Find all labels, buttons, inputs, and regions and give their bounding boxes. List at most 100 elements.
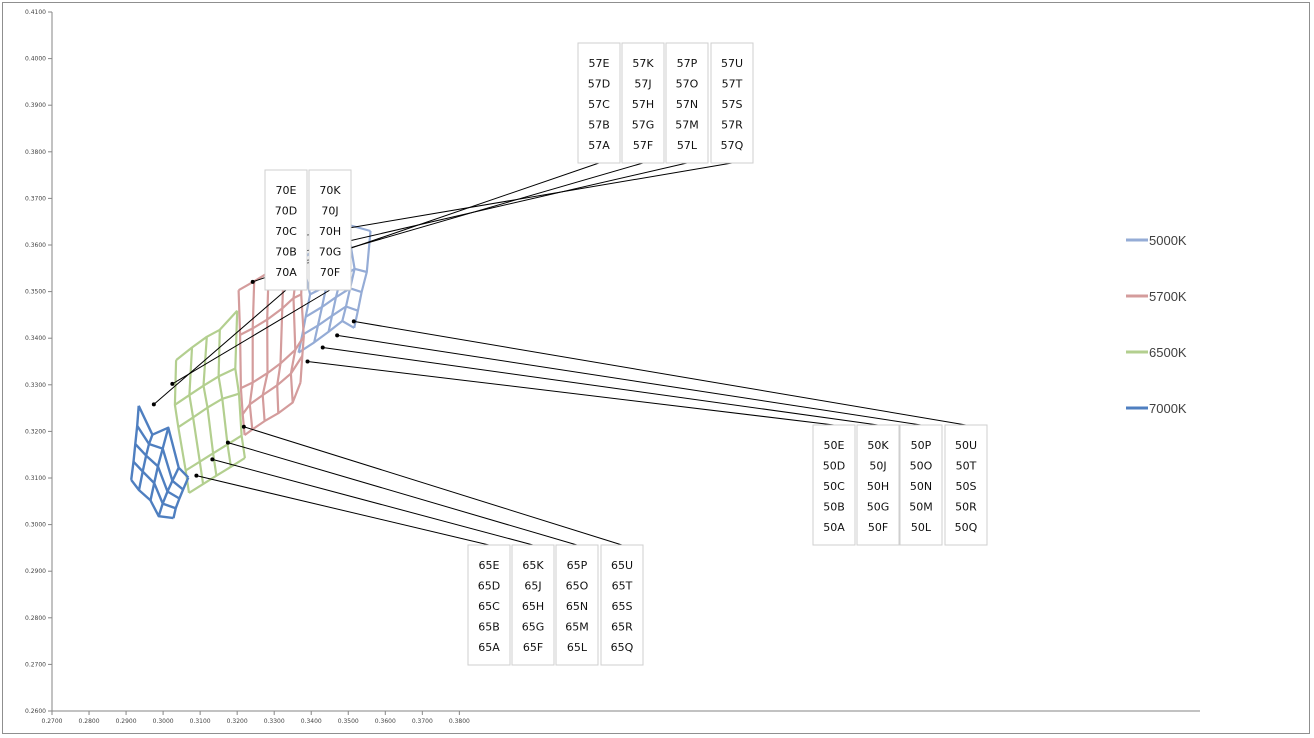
bin-label: 50A bbox=[823, 521, 845, 534]
bin-label: 57K bbox=[632, 57, 654, 70]
bin-label: 57A bbox=[588, 139, 610, 152]
bin-label: 65P bbox=[567, 559, 588, 572]
annotation-leader bbox=[307, 361, 835, 426]
bin-label: 57J bbox=[634, 78, 651, 91]
bin-label: 57P bbox=[677, 57, 698, 70]
annotation-box-frame bbox=[600, 544, 644, 666]
y-tick-label: 0.3600 bbox=[25, 242, 46, 249]
annotation-leader bbox=[353, 320, 967, 426]
bin-label: 70H bbox=[319, 225, 341, 238]
y-tick-label: 0.3800 bbox=[25, 149, 46, 156]
bin-label: 65N bbox=[566, 600, 588, 613]
bin-label: 65D bbox=[478, 580, 500, 593]
bin-label: 57C bbox=[588, 98, 610, 111]
series-grid-line bbox=[136, 425, 184, 491]
annotation-box-frame bbox=[812, 424, 856, 546]
bin-label: 70G bbox=[319, 246, 342, 259]
series-grid-line bbox=[132, 460, 177, 510]
y-tick-label: 0.3700 bbox=[25, 195, 46, 202]
bin-label: 57F bbox=[633, 139, 653, 152]
annotation-box: 57E 57D 57C 57B 57A bbox=[577, 42, 621, 164]
annotation-point bbox=[194, 473, 199, 478]
annotation-point bbox=[305, 359, 310, 364]
bin-label: 57D bbox=[588, 78, 610, 91]
bin-label: 57S bbox=[722, 98, 743, 111]
bin-label: 57G bbox=[632, 119, 655, 132]
bin-label: 50T bbox=[956, 460, 977, 473]
annotation-point bbox=[210, 457, 215, 462]
y-tick-label: 0.3000 bbox=[25, 522, 46, 529]
bin-label: 65U bbox=[611, 559, 633, 572]
bin-label: 50M bbox=[909, 501, 933, 514]
bin-label: 50C bbox=[823, 480, 845, 493]
annotation-point bbox=[151, 402, 156, 407]
bin-label: 65H bbox=[522, 600, 544, 613]
annotation-leader bbox=[297, 162, 733, 238]
bin-label: 50N bbox=[910, 480, 932, 493]
bin-label: 50S bbox=[956, 480, 977, 493]
legend-label: 7000K bbox=[1149, 401, 1187, 416]
bin-label: 57U bbox=[721, 57, 743, 70]
bin-label: 50F bbox=[868, 521, 888, 534]
legend-label: 5700K bbox=[1149, 289, 1187, 304]
annotation-box-frame bbox=[665, 42, 709, 164]
series-grid-line bbox=[240, 335, 305, 390]
series-grid-line bbox=[239, 293, 302, 336]
bin-label: 50H bbox=[867, 480, 889, 493]
bin-label: 65K bbox=[522, 559, 544, 572]
legend-label: 6500K bbox=[1149, 345, 1187, 360]
annotation-box-frame bbox=[710, 42, 754, 164]
series-grid-line bbox=[237, 290, 246, 436]
x-tick-label: 0.3100 bbox=[190, 718, 211, 725]
annotation-box: 65U 65T 65S 65R 65Q bbox=[600, 544, 644, 666]
x-tick-label: 0.3700 bbox=[412, 718, 433, 725]
annotation-box: 50K 50J 50H 50G 50F bbox=[856, 424, 900, 546]
annotation-leader bbox=[322, 347, 879, 426]
bin-label: 50E bbox=[824, 439, 845, 452]
bin-label: 65J bbox=[524, 580, 541, 593]
y-tick-label: 0.4100 bbox=[25, 9, 46, 16]
annotation-boxes: 70E70D70C70B70A70K70J70H70G70F57E57D57C5… bbox=[264, 42, 988, 666]
bin-label: 65C bbox=[478, 600, 500, 613]
annotation-box-frame bbox=[511, 544, 555, 666]
bin-label: 70A bbox=[275, 266, 297, 279]
annotation-box: 70K 70J 70H 70G 70F bbox=[308, 169, 352, 291]
annotation-box: 70E 70D 70C 70B 70A bbox=[264, 169, 308, 291]
bin-label: 70K bbox=[319, 184, 341, 197]
y-tick-label: 0.3200 bbox=[25, 428, 46, 435]
bin-label: 57L bbox=[677, 139, 698, 152]
bin-label: 50R bbox=[955, 501, 977, 514]
x-tick-label: 0.3400 bbox=[301, 718, 322, 725]
bin-label: 65L bbox=[567, 641, 588, 654]
bin-label: 65F bbox=[523, 641, 543, 654]
bin-label: 70B bbox=[275, 246, 297, 259]
y-tick-label: 0.2900 bbox=[25, 568, 46, 575]
bin-label: 70D bbox=[275, 205, 297, 218]
annotation-leader bbox=[153, 289, 287, 405]
bin-label: 65G bbox=[522, 621, 545, 634]
annotation-leader bbox=[196, 475, 490, 546]
bin-label: 65A bbox=[478, 641, 500, 654]
annotation-point bbox=[241, 424, 246, 429]
annotation-box-frame bbox=[467, 544, 511, 666]
series-grid-line bbox=[134, 443, 181, 500]
bin-label: 57R bbox=[721, 119, 743, 132]
annotation-leader bbox=[227, 442, 578, 546]
bin-label: 65T bbox=[612, 580, 633, 593]
annotation-box: 50E 50D 50C 50B 50A bbox=[812, 424, 856, 546]
annotation-box-frame bbox=[856, 424, 900, 546]
y-tick-label: 0.3100 bbox=[25, 475, 46, 482]
y-tick-label: 0.2600 bbox=[25, 708, 46, 715]
bin-label: 57M bbox=[675, 119, 699, 132]
bin-label: 57T bbox=[722, 78, 743, 91]
bin-label: 57Q bbox=[721, 139, 744, 152]
annotation-box: 57K 57J 57H 57G 57F bbox=[621, 42, 665, 164]
bin-label: 50L bbox=[911, 521, 932, 534]
annotation-leader bbox=[172, 289, 331, 385]
bin-label: 57N bbox=[676, 98, 698, 111]
bin-label: 57E bbox=[589, 57, 610, 70]
legend-label: 5000K bbox=[1149, 233, 1187, 248]
x-tick-label: 0.2900 bbox=[116, 718, 137, 725]
y-tick-label: 0.3500 bbox=[25, 289, 46, 296]
annotation-box-frame bbox=[944, 424, 988, 546]
